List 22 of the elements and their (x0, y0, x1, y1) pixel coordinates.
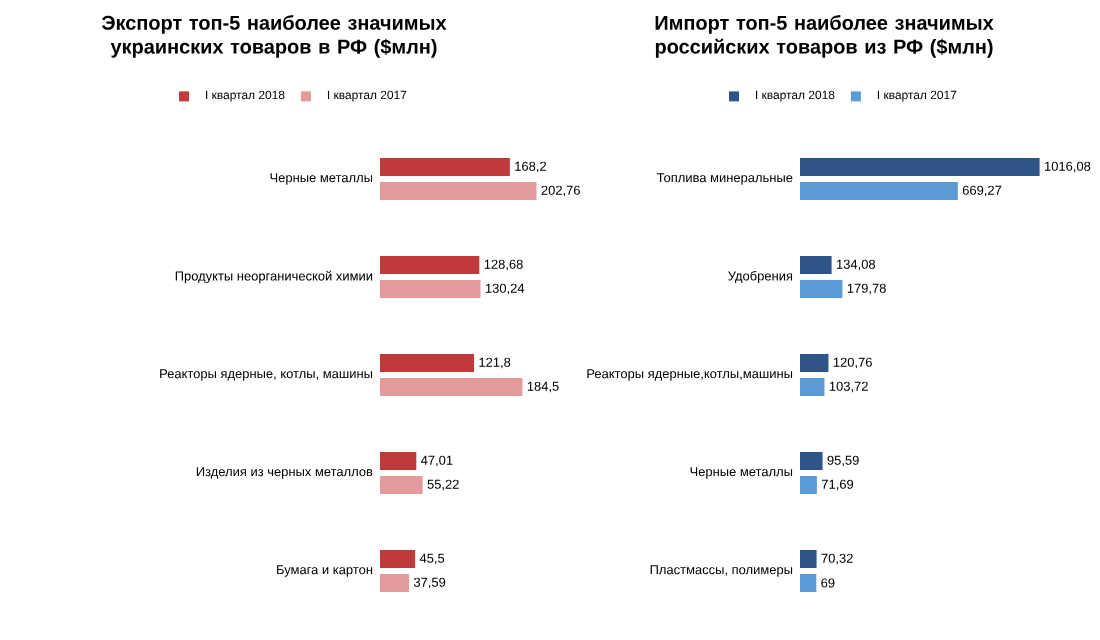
bar (380, 574, 410, 592)
bar (380, 378, 523, 396)
bar (380, 476, 423, 494)
chart-title: Экспорт топ-5 наиболее значимых украинских товаров в РФ ($млн) (101, 15, 447, 58)
bar (380, 550, 416, 568)
bar (800, 280, 843, 298)
bar (800, 378, 825, 396)
bar (380, 280, 481, 298)
bar (800, 157, 1040, 176)
bar (800, 574, 817, 592)
bar (800, 354, 829, 372)
bar (380, 181, 537, 200)
bar (380, 255, 480, 274)
bar (800, 476, 817, 494)
bar (380, 157, 510, 176)
bar (800, 181, 958, 200)
bar (380, 354, 475, 372)
chart-title: Импорт топ-5 наиболее значимых российских товаров из РФ ($млн) (655, 15, 994, 58)
bar (800, 255, 832, 274)
bar (380, 452, 417, 470)
bar (800, 550, 817, 568)
bar (800, 452, 823, 470)
